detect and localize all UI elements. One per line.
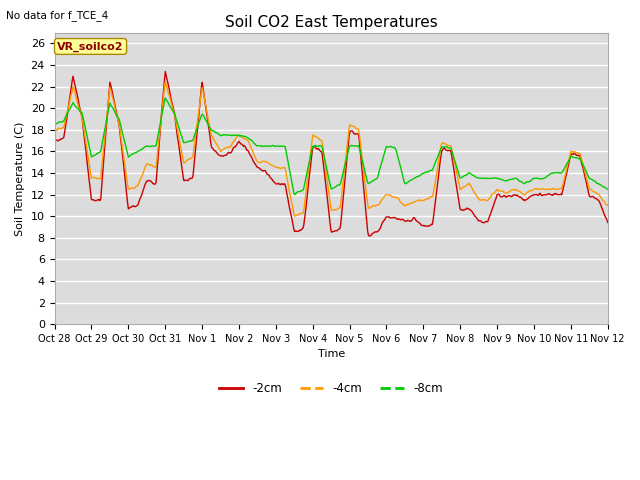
- Title: Soil CO2 East Temperatures: Soil CO2 East Temperatures: [225, 15, 438, 30]
- Legend: -2cm, -4cm, -8cm: -2cm, -4cm, -8cm: [214, 378, 448, 400]
- X-axis label: Time: Time: [317, 349, 345, 360]
- Text: No data for f_TCE_4: No data for f_TCE_4: [6, 10, 109, 21]
- Text: VR_soilco2: VR_soilco2: [58, 41, 124, 51]
- Y-axis label: Soil Temperature (C): Soil Temperature (C): [15, 121, 25, 236]
